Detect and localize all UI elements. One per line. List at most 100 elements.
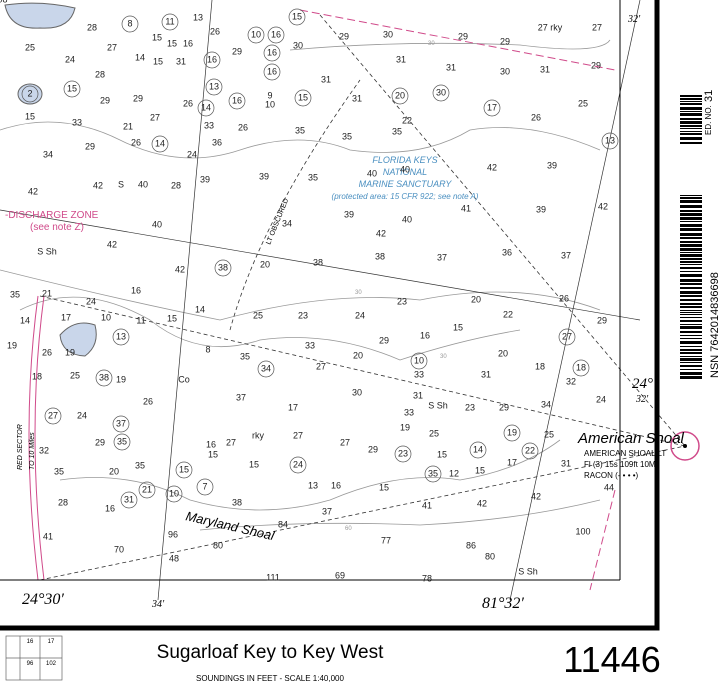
sounding: 15 xyxy=(298,92,308,102)
sounding: 11 xyxy=(136,315,145,325)
barcode-bar xyxy=(680,274,702,277)
sounding: 10 xyxy=(414,355,424,365)
sounding: 29 xyxy=(339,31,349,41)
barcode-bar xyxy=(680,295,702,297)
sounding: 111 xyxy=(266,572,280,582)
latitude-label: 24°30′ xyxy=(22,591,64,608)
barcode-bar xyxy=(680,244,702,247)
sounding: 41 xyxy=(422,500,432,510)
latitude-label: 32′ xyxy=(635,394,649,405)
sounding: 29 xyxy=(379,335,389,345)
barcode-bar xyxy=(680,248,702,251)
sounding: 41 xyxy=(43,531,53,541)
sounding: 14 xyxy=(135,52,145,62)
edition-number: 31 xyxy=(703,90,715,102)
barcode-bar xyxy=(680,326,702,329)
sounding: 13 xyxy=(209,81,219,91)
sounding: 13 xyxy=(605,135,615,145)
sounding: 19 xyxy=(116,374,126,384)
sounding: 42 xyxy=(598,201,608,211)
sounding: 23 xyxy=(298,310,308,320)
sounding: 24 xyxy=(596,394,606,404)
sounding: S xyxy=(118,179,124,189)
sounding: 25 xyxy=(253,310,263,320)
sounding: 30 xyxy=(383,29,393,39)
sounding: 24 xyxy=(187,149,197,159)
index-number: 96 xyxy=(27,661,34,667)
barcode-bar xyxy=(680,338,702,339)
sounding: 21 xyxy=(123,121,133,131)
sounding: 27 xyxy=(107,42,117,52)
sounding: 31 xyxy=(124,494,134,504)
sounding: 29 xyxy=(133,93,143,103)
sounding: 42 xyxy=(93,180,103,190)
sounding: 77 xyxy=(381,535,391,545)
contour-label: 30 xyxy=(440,354,447,360)
sounding: 39 xyxy=(259,171,269,181)
sounding: 24 xyxy=(293,459,303,469)
sounding: 31 xyxy=(176,56,186,66)
sounding: 42 xyxy=(107,239,117,249)
sounding: 18 xyxy=(32,371,42,381)
sounding: S Sh xyxy=(428,400,448,410)
sounding: 14 xyxy=(20,315,30,325)
chart-title: Sugarloaf Key to Key West xyxy=(157,642,384,663)
sounding: 15 xyxy=(167,313,177,323)
sounding: 29 xyxy=(597,315,607,325)
sounding: 15 xyxy=(208,449,218,459)
sounding: 15 xyxy=(25,111,35,121)
sounding: 16 xyxy=(271,29,281,39)
sounding: 42 xyxy=(28,186,38,196)
sounding: 35 xyxy=(135,460,145,470)
sounding: 14 xyxy=(195,304,205,314)
sounding: 16 xyxy=(267,66,277,76)
sounding: 10 xyxy=(265,99,275,109)
sounding: 8 xyxy=(127,18,132,28)
sounding: 31 xyxy=(561,458,571,468)
index-number: 102 xyxy=(46,661,57,667)
sounding: 84 xyxy=(278,519,288,529)
sounding: 25 xyxy=(429,428,439,438)
sounding: 24 xyxy=(86,296,96,306)
sounding: 31 xyxy=(540,64,550,74)
zone-label: -DISCHARGE ZONE xyxy=(5,210,99,221)
longitude-label: 81°32′ xyxy=(482,595,524,612)
barcode-bar xyxy=(680,98,702,100)
sounding: 20 xyxy=(260,259,270,269)
sounding: 25 xyxy=(70,370,80,380)
sounding: 15 xyxy=(437,449,447,459)
barcode-bar xyxy=(680,221,702,222)
sounding: 18 xyxy=(535,361,545,371)
sounding: 70 xyxy=(114,544,124,554)
sounding: 15 xyxy=(167,38,177,48)
sounding: 8 xyxy=(205,344,210,354)
sounding: 28 xyxy=(171,180,181,190)
sanctuary-note: (protected area: 15 CFR 922; see note A) xyxy=(332,192,479,201)
sounding: 18 xyxy=(576,362,586,372)
sounding: 32 xyxy=(39,445,49,455)
barcode-bar xyxy=(680,233,702,236)
sounding: 15 xyxy=(453,322,463,332)
sounding: 21 xyxy=(42,288,52,298)
sounding: 39 xyxy=(536,204,546,214)
sounding: 16 xyxy=(331,480,341,490)
barcode-bar xyxy=(680,372,702,375)
sounding: 34 xyxy=(43,149,53,159)
sounding: 22 xyxy=(525,445,535,455)
sector-label: TO 10 Miles xyxy=(29,432,36,470)
barcode-bar xyxy=(680,195,702,196)
sounding: S Sh xyxy=(518,566,538,576)
sounding: 25 xyxy=(578,98,588,108)
barcode-bar xyxy=(680,324,702,325)
sounding: 15 xyxy=(152,32,162,42)
barcode-bar xyxy=(680,306,702,308)
sounding: 31 xyxy=(396,54,406,64)
sounding: 35 xyxy=(10,289,20,299)
sounding: 35 xyxy=(342,131,352,141)
barcode-bar xyxy=(680,314,702,315)
sounding: 33 xyxy=(305,340,315,350)
barcode-bar xyxy=(680,312,702,313)
sounding: 11 xyxy=(165,16,174,26)
sounding: 100 xyxy=(575,526,590,536)
sanctuary-label: MARINE SANCTUARY xyxy=(359,179,453,189)
